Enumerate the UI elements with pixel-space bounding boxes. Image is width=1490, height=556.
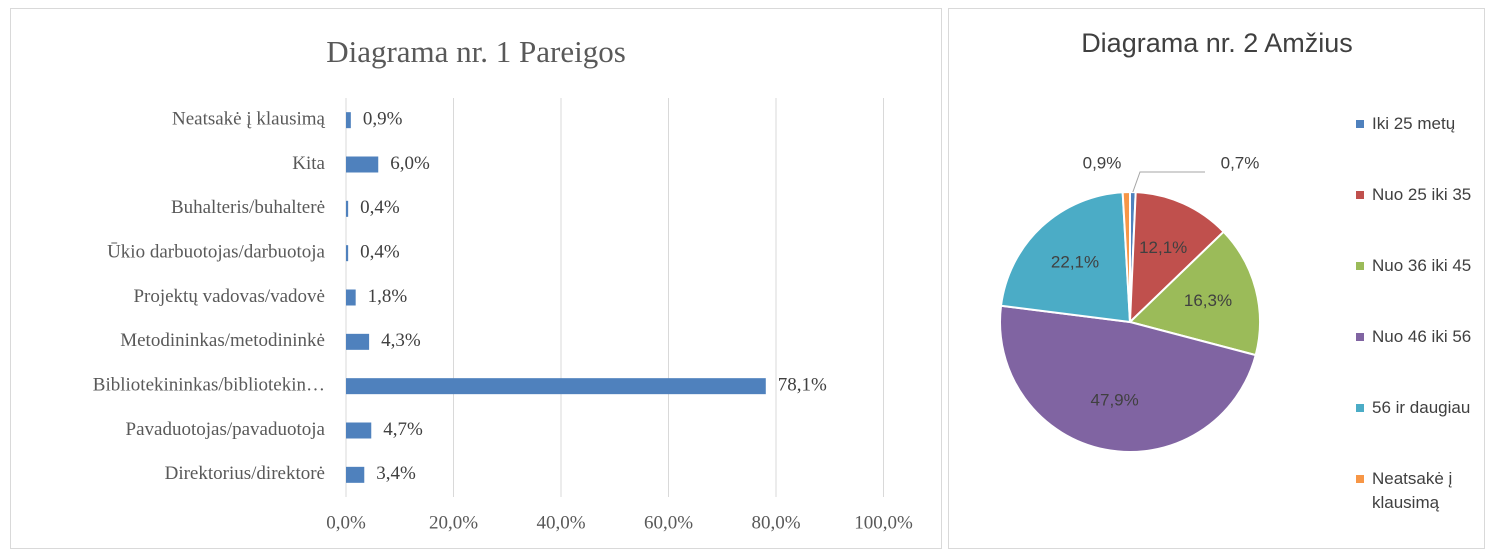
legend-item: Nuo 46 iki 56 — [1356, 325, 1490, 349]
x-tick-label: 80,0% — [751, 512, 800, 533]
y-tick-label: Kita — [292, 153, 325, 174]
chart-title: Diagrama nr. 1 Pareigos — [326, 34, 626, 69]
pie-slice — [1128, 191, 1226, 325]
y-tick-label: Projektų vadovas/vadovė — [133, 286, 325, 307]
pie-slice — [999, 304, 1257, 453]
bar — [346, 378, 766, 395]
data-label: 16,3% — [1184, 291, 1232, 310]
legend-label: Nuo 25 iki 35 — [1372, 185, 1472, 204]
bar — [346, 200, 349, 217]
x-tick-label: 20,0% — [429, 512, 478, 533]
data-label: 3,4% — [376, 463, 416, 484]
legend-swatch — [1356, 120, 1364, 128]
bar — [346, 466, 365, 483]
data-label: 1,8% — [368, 286, 408, 307]
legend-label: Neatsakė į klausimą — [1372, 469, 1453, 512]
y-tick-label: Pavaduotojas/pavaduotoja — [126, 419, 326, 440]
pie-slice — [999, 191, 1132, 324]
bar — [346, 422, 372, 439]
x-tick-label: 40,0% — [536, 512, 585, 533]
legend-item: Iki 25 metų — [1356, 112, 1490, 136]
data-label: 6,0% — [390, 153, 430, 174]
legend-label: Nuo 36 iki 45 — [1372, 256, 1472, 275]
x-tick-label: 100,0% — [854, 512, 913, 533]
legend-swatch — [1356, 262, 1364, 270]
legend-item: 56 ir daugiau — [1356, 396, 1490, 420]
data-label: 0,4% — [360, 242, 400, 263]
data-label: 47,9% — [1091, 391, 1139, 410]
legend-item: Neatsakė į klausimą — [1356, 467, 1490, 515]
data-label: 4,7% — [383, 419, 423, 440]
x-tick-label: 60,0% — [644, 512, 693, 533]
legend-swatch — [1356, 191, 1364, 199]
legend-item: Nuo 36 iki 45 — [1356, 254, 1490, 278]
bar — [346, 156, 379, 173]
data-label: 0,7% — [1221, 153, 1260, 172]
leader-line — [1132, 171, 1205, 193]
y-tick-label: Direktorius/direktorė — [165, 463, 325, 484]
chart-title: Diagrama nr. 2 Amžius — [1081, 28, 1353, 58]
data-label: 78,1% — [778, 375, 827, 396]
data-label: 0,4% — [360, 197, 400, 218]
bar — [346, 289, 356, 306]
y-tick-label: Metodininkas/metodininkė — [120, 330, 325, 351]
y-tick-label: Neatsakė į klausimą — [172, 109, 326, 130]
bar — [346, 333, 370, 350]
legend-swatch — [1356, 333, 1364, 341]
data-label: 0,9% — [363, 109, 403, 130]
data-label: 22,1% — [1051, 253, 1099, 272]
x-tick-label: 0,0% — [326, 512, 366, 533]
chart-frame — [10, 8, 942, 549]
data-label: 4,3% — [381, 330, 421, 351]
pie-slice — [1128, 230, 1261, 357]
y-tick-label: Buhalteris/buhalterė — [171, 197, 325, 218]
pie-slice — [1121, 190, 1131, 323]
legend-label: 56 ir daugiau — [1372, 398, 1471, 417]
y-tick-label: Ūkio darbuotojas/darbuotoja — [107, 242, 325, 263]
legend-label: Iki 25 metų — [1372, 114, 1456, 133]
y-tick-label: Bibliotekininkas/bibliotekin… — [93, 375, 325, 396]
bar — [346, 245, 349, 262]
legend-item: Nuo 25 iki 35 — [1356, 183, 1490, 207]
data-label: 0,9% — [1083, 153, 1122, 172]
data-label: 12,1% — [1139, 238, 1187, 257]
bar — [346, 112, 351, 129]
legend-swatch — [1356, 404, 1364, 412]
legend-label: Nuo 46 iki 56 — [1372, 327, 1472, 346]
legend-swatch — [1356, 475, 1364, 483]
